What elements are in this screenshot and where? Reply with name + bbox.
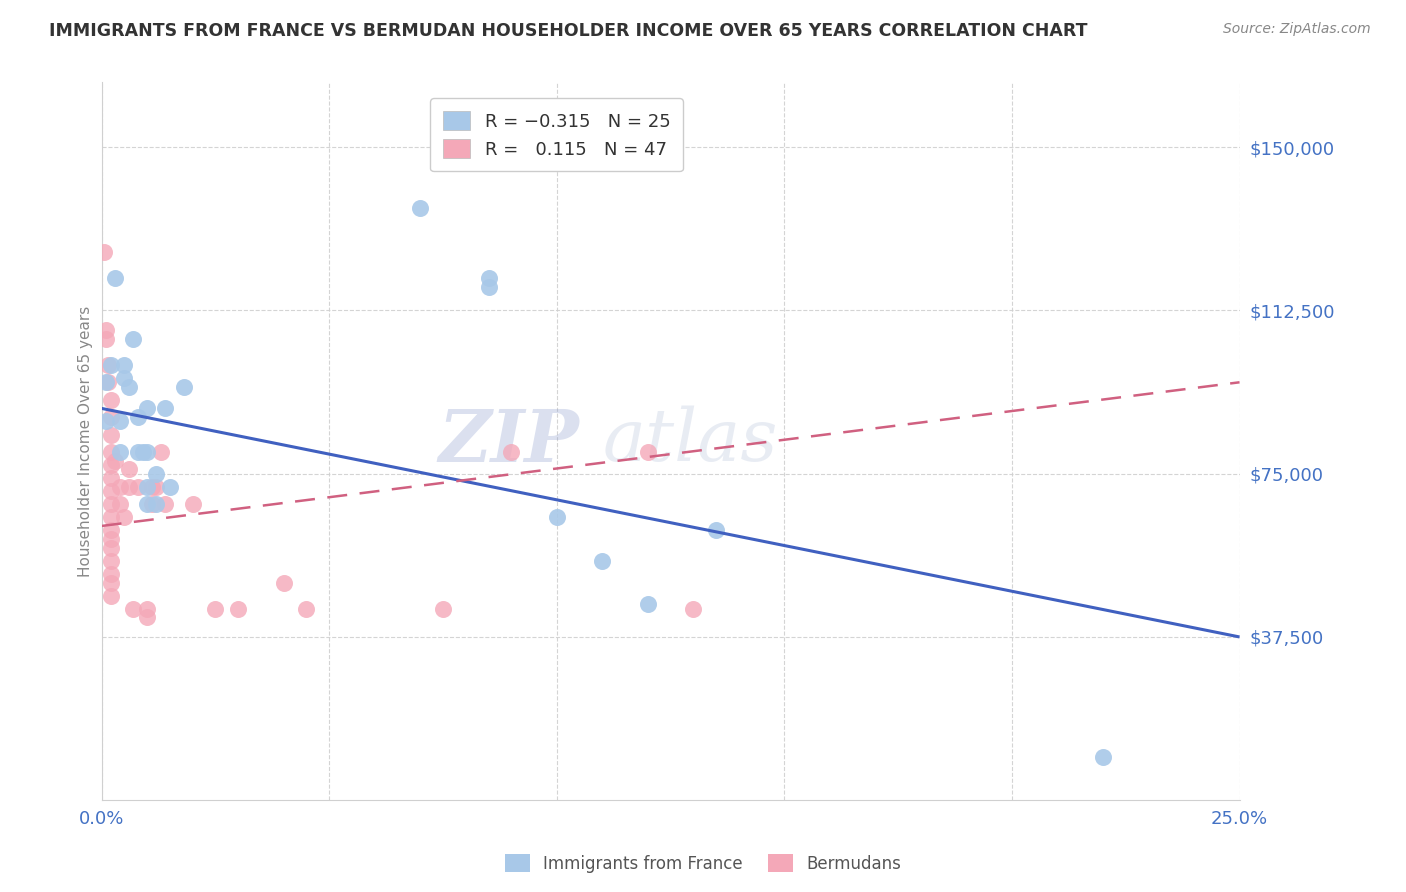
Point	[141, 497, 163, 511]
Point	[127, 445, 149, 459]
Point	[104, 270, 127, 285]
Point	[96, 332, 118, 346]
Point	[145, 480, 167, 494]
Point	[104, 453, 127, 467]
Point	[100, 575, 122, 590]
Point	[100, 392, 122, 407]
Point	[181, 497, 204, 511]
Y-axis label: Householder Income Over 65 years: Householder Income Over 65 years	[79, 305, 93, 577]
Point	[96, 376, 118, 390]
Point	[637, 445, 659, 459]
Point	[477, 270, 499, 285]
Point	[100, 445, 122, 459]
Point	[118, 480, 141, 494]
Point	[1091, 749, 1114, 764]
Point	[127, 480, 149, 494]
Point	[108, 480, 131, 494]
Point	[127, 410, 149, 425]
Point	[108, 445, 131, 459]
Point	[100, 510, 122, 524]
Point	[108, 414, 131, 428]
Point	[100, 458, 122, 472]
Text: atlas: atlas	[602, 406, 778, 476]
Legend: R = −0.315   N = 25, R =   0.115   N = 47: R = −0.315 N = 25, R = 0.115 N = 47	[430, 98, 683, 171]
Point	[136, 601, 159, 615]
Point	[100, 524, 122, 538]
Point	[409, 201, 432, 215]
Point	[226, 601, 249, 615]
Point	[273, 575, 295, 590]
Point	[112, 371, 135, 385]
Point	[155, 497, 177, 511]
Point	[704, 524, 727, 538]
Point	[131, 445, 153, 459]
Point	[122, 601, 145, 615]
Point	[100, 532, 122, 546]
Point	[112, 510, 135, 524]
Point	[122, 332, 145, 346]
Point	[100, 427, 122, 442]
Point	[501, 445, 523, 459]
Legend: Immigrants from France, Bermudans: Immigrants from France, Bermudans	[498, 847, 908, 880]
Point	[97, 358, 120, 372]
Point	[149, 445, 172, 459]
Point	[100, 541, 122, 555]
Point	[159, 480, 181, 494]
Point	[136, 401, 159, 416]
Point	[432, 601, 454, 615]
Point	[100, 566, 122, 581]
Point	[93, 244, 115, 259]
Point	[100, 358, 122, 372]
Point	[100, 589, 122, 603]
Point	[136, 445, 159, 459]
Point	[118, 379, 141, 393]
Point	[145, 497, 167, 511]
Point	[96, 414, 118, 428]
Point	[100, 497, 122, 511]
Point	[136, 610, 159, 624]
Point	[136, 497, 159, 511]
Point	[108, 497, 131, 511]
Point	[173, 379, 195, 393]
Point	[637, 597, 659, 611]
Point	[591, 554, 613, 568]
Point	[682, 601, 704, 615]
Point	[100, 484, 122, 499]
Point	[295, 601, 318, 615]
Text: ZIP: ZIP	[439, 406, 579, 476]
Text: Source: ZipAtlas.com: Source: ZipAtlas.com	[1223, 22, 1371, 37]
Point	[141, 480, 163, 494]
Point	[100, 554, 122, 568]
Point	[97, 376, 120, 390]
Point	[118, 462, 141, 476]
Point	[136, 480, 159, 494]
Point	[100, 471, 122, 485]
Point	[96, 323, 118, 337]
Point	[112, 358, 135, 372]
Point	[145, 467, 167, 481]
Point	[546, 510, 568, 524]
Point	[477, 279, 499, 293]
Point	[204, 601, 226, 615]
Point	[100, 410, 122, 425]
Text: IMMIGRANTS FROM FRANCE VS BERMUDAN HOUSEHOLDER INCOME OVER 65 YEARS CORRELATION : IMMIGRANTS FROM FRANCE VS BERMUDAN HOUSE…	[49, 22, 1088, 40]
Point	[155, 401, 177, 416]
